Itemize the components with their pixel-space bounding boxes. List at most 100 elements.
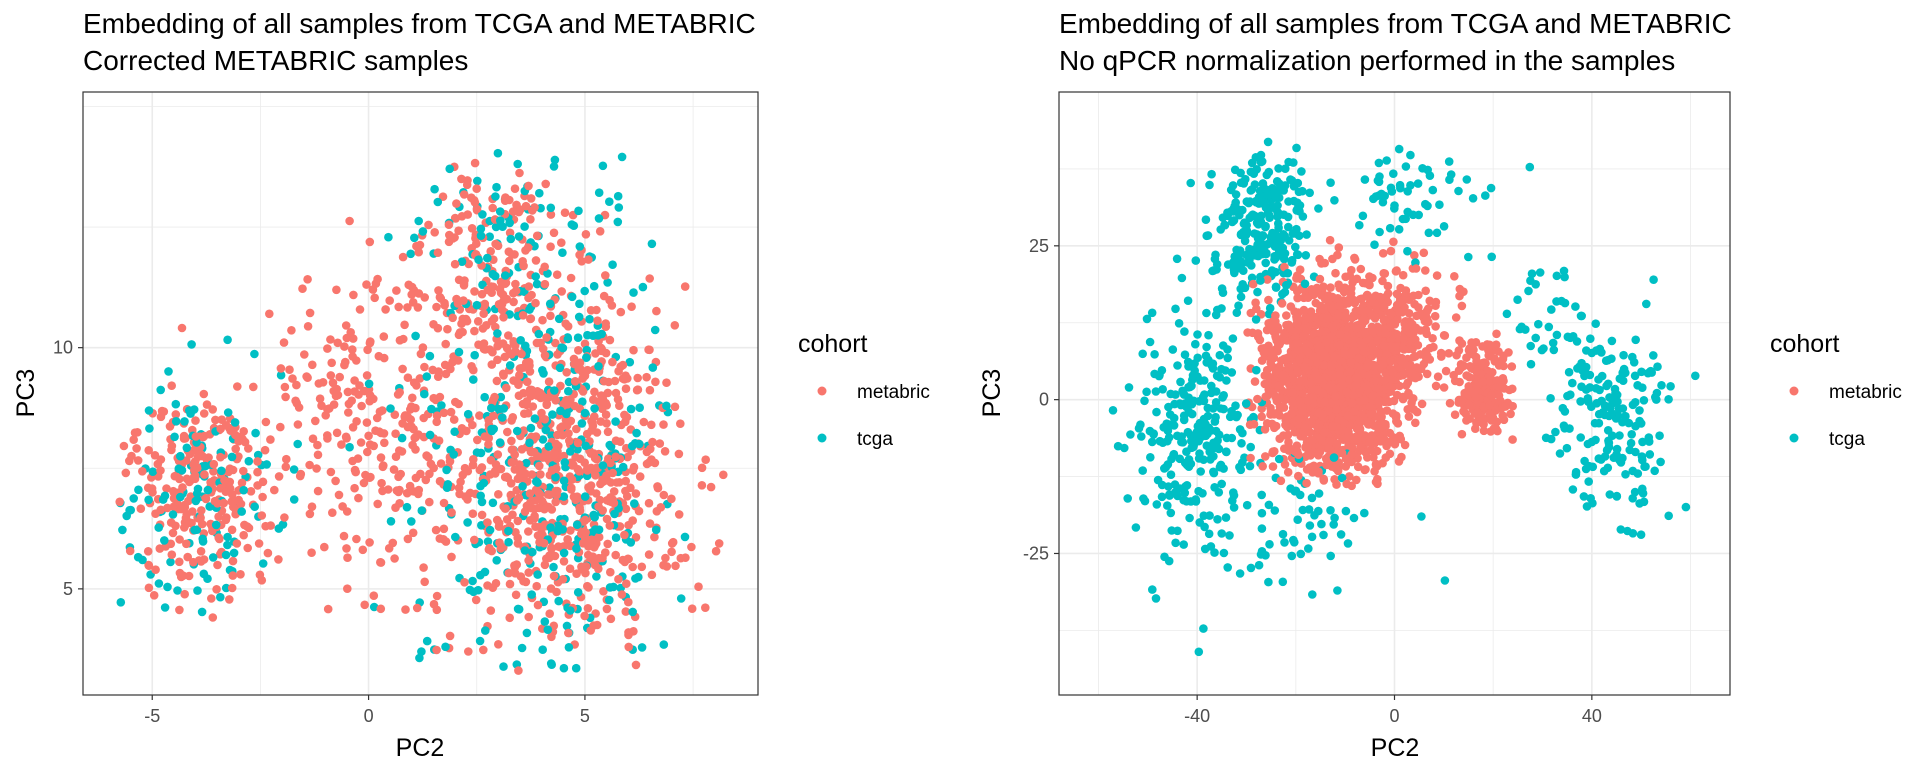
panel-2-point-metabric [1327,304,1337,314]
panel-2-point-metabric [1334,301,1344,311]
panel-1-point-tcga [476,448,486,458]
panel-2-point-tcga [1274,164,1283,173]
panel-2-point-tcga [1262,170,1272,180]
panel-2-point-metabric [1354,354,1363,363]
panel-1-point-metabric [426,459,436,469]
panel-1-point-metabric [220,476,229,485]
panel-1-point-tcga [449,450,459,459]
panel-1-point-metabric [424,452,433,462]
panel-1-point-metabric [594,502,603,511]
panel-1-point-metabric [211,415,220,425]
panel-2-point-tcga [1151,387,1161,396]
panel-1-point-tcga [538,645,547,654]
panel-1-point-metabric [578,387,588,396]
panel-2-point-tcga [1108,406,1118,415]
panel-1-point-tcga [567,292,577,302]
panel-2-point-tcga [1179,540,1188,549]
panel-2-point-metabric [1507,362,1517,371]
panel-1-point-metabric [592,489,601,498]
panel-1-point-metabric [642,372,651,382]
panel-1-point-tcga [289,465,299,474]
panel-2-point-metabric [1261,452,1270,461]
panel-2-point-tcga [1228,217,1237,227]
panel-1-point-metabric [175,557,184,567]
panel-2-point-tcga [1330,513,1339,523]
panel-1-point-tcga [492,182,501,192]
panel-1-point-metabric [439,498,449,508]
panel-1-point-metabric [213,499,222,508]
panel-1-point-metabric [323,404,332,414]
panel-2-point-metabric [1428,334,1437,343]
panel-1-point-metabric [432,411,442,421]
panel-1-point-tcga [553,526,563,536]
panel-1-point-tcga [203,485,213,495]
panel-1-point-tcga [168,510,178,519]
panel-2-point-tcga [1502,309,1512,319]
panel-1-point-tcga [521,341,530,351]
panel-2-point-tcga [1394,144,1404,154]
panel-1-point-metabric [400,320,409,330]
panel-1-point-metabric [457,319,466,329]
panel-2-point-metabric [1362,362,1372,372]
panel-2-point-tcga [1305,521,1315,530]
panel-2-point-tcga [1278,577,1288,587]
panel-1-point-tcga [494,404,504,414]
panel-2-y-tick-label: -25 [1023,543,1049,563]
panel-1-point-metabric [166,539,176,549]
panel-2-point-metabric [1350,255,1360,264]
panel-1-point-metabric [502,472,511,482]
panel-1-x-tick-label: 5 [580,706,590,726]
panel-1-point-tcga [528,547,537,557]
panel-1-point-tcga [545,299,555,309]
panel-1-point-metabric [303,275,312,284]
panel-2-point-tcga [1244,198,1253,208]
panel-2-point-tcga [1317,519,1326,529]
panel-1-point-metabric [628,562,637,572]
panel-1-point-metabric [680,282,690,291]
panel-1-point-metabric [535,522,544,532]
panel-2-point-metabric [1293,293,1302,303]
panel-2-point-tcga [1236,292,1246,302]
panel-1-point-metabric [177,323,187,333]
panel-1-point-metabric [263,548,273,558]
panel-1-point-metabric [432,605,442,615]
panel-1-point-tcga [522,458,531,468]
panel-2-point-tcga [1286,175,1295,184]
panel-2-point-tcga [1194,436,1203,446]
panel-1-point-tcga [463,518,472,527]
panel-2-point-metabric [1471,392,1481,402]
panel-2-point-tcga [1691,371,1700,381]
panel-1-point-tcga [571,663,581,673]
panel-1-point-metabric [282,454,291,464]
panel-1-subtitle: Corrected METABRIC samples [83,45,468,76]
panel-2-point-metabric [1288,398,1297,407]
panel-2-point-tcga [1644,433,1654,442]
panel-1-point-metabric [407,290,417,299]
panel-1-point-metabric [332,285,341,295]
panel-1-point-metabric [662,378,671,388]
panel-2-point-tcga [1302,230,1311,239]
panel-1-point-tcga [192,525,202,534]
panel-2-point-metabric [1450,272,1459,281]
panel-1-point-metabric [391,503,400,512]
panel-1-point-metabric [472,184,482,193]
panel-2-point-metabric [1324,382,1333,392]
panel-2-point-tcga [1584,477,1593,486]
panel-2-point-tcga [1326,178,1335,187]
panel-2-point-metabric [1436,348,1446,358]
panel-1-point-tcga [505,218,514,228]
panel-2-point-tcga [1194,430,1204,439]
panel-2-point-tcga [1278,529,1288,539]
panel-2-point-metabric [1301,443,1310,452]
panel-1-plot-border [82,91,759,696]
panel-1-point-metabric [279,338,289,347]
panel-2-point-tcga [1401,214,1410,224]
panel-2-point-metabric [1315,274,1325,284]
panel-2-point-tcga [1274,223,1283,233]
panel-2-point-metabric [1260,379,1270,389]
panel-2-point-metabric [1367,311,1377,320]
panel-1-point-metabric [434,367,443,376]
panel-2-point-metabric [1388,368,1398,377]
panel-2-point-metabric [1334,243,1344,252]
panel-1-point-tcga [289,495,299,504]
